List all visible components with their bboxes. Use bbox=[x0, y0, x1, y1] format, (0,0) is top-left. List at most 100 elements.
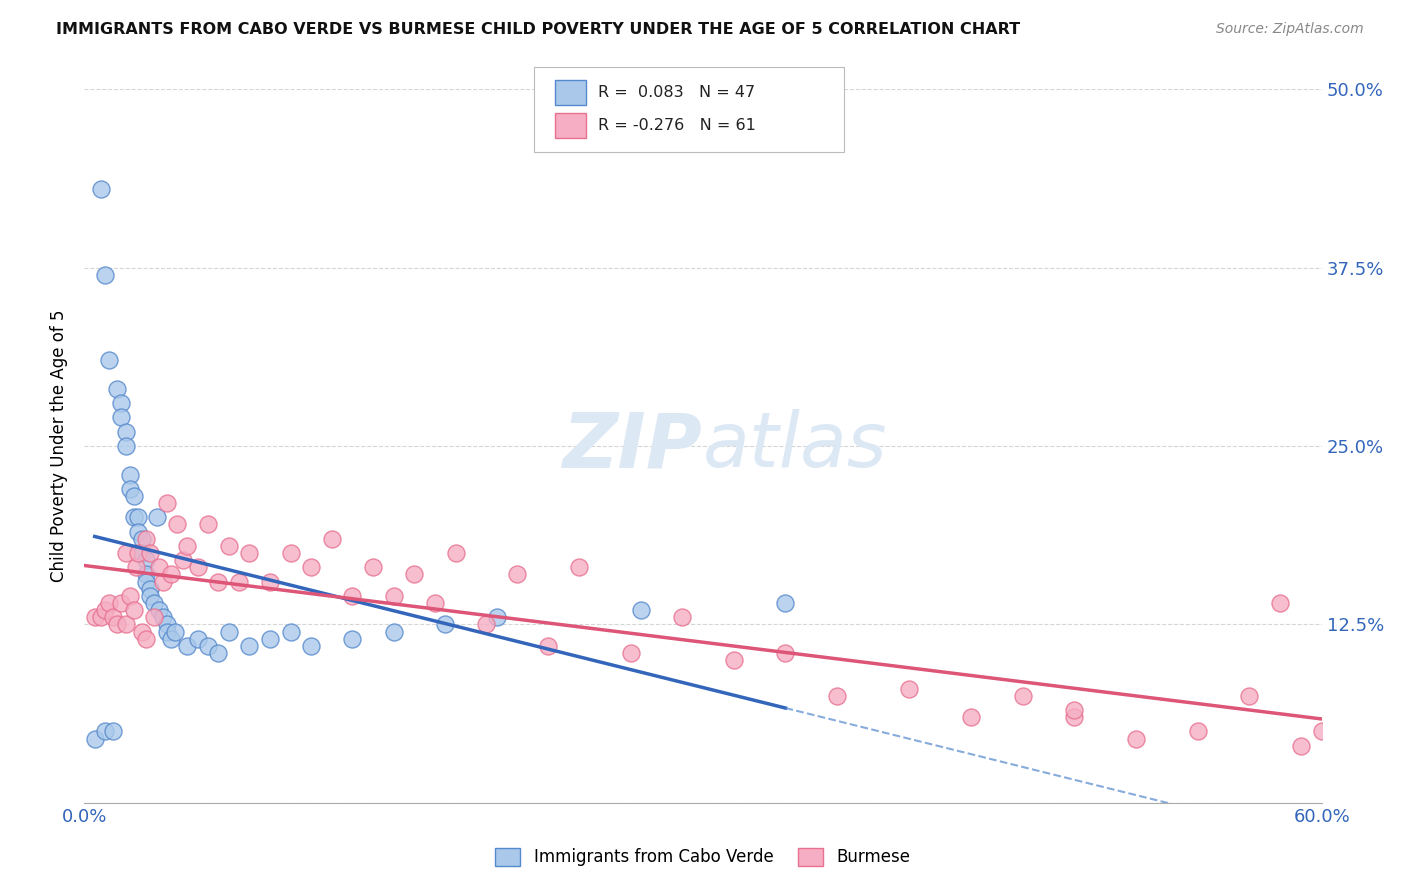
Point bbox=[156, 496, 179, 510]
Point bbox=[83, 610, 105, 624]
Point bbox=[299, 639, 322, 653]
Point bbox=[135, 553, 157, 567]
Point bbox=[228, 574, 250, 589]
Point bbox=[135, 632, 157, 646]
Point bbox=[145, 510, 167, 524]
Point bbox=[1289, 739, 1312, 753]
Point bbox=[238, 639, 260, 653]
Point bbox=[197, 517, 219, 532]
Point bbox=[127, 510, 149, 524]
Point bbox=[1125, 731, 1147, 746]
Point bbox=[148, 560, 170, 574]
Point bbox=[259, 574, 281, 589]
Point bbox=[143, 610, 166, 624]
Point bbox=[114, 546, 136, 560]
Point bbox=[83, 731, 105, 746]
Point bbox=[98, 353, 121, 368]
Point bbox=[160, 632, 183, 646]
Point bbox=[152, 610, 174, 624]
Point bbox=[1063, 703, 1085, 717]
Point bbox=[94, 603, 117, 617]
Point bbox=[259, 632, 281, 646]
Point bbox=[139, 589, 162, 603]
Point bbox=[568, 560, 591, 574]
Point bbox=[342, 589, 364, 603]
Point bbox=[898, 681, 921, 696]
Point bbox=[280, 624, 302, 639]
Point bbox=[1310, 724, 1333, 739]
Point bbox=[218, 624, 240, 639]
Point bbox=[110, 596, 132, 610]
Point bbox=[630, 603, 652, 617]
Point bbox=[176, 639, 198, 653]
Point bbox=[775, 646, 797, 660]
Point bbox=[110, 396, 132, 410]
Text: IMMIGRANTS FROM CABO VERDE VS BURMESE CHILD POVERTY UNDER THE AGE OF 5 CORRELATI: IMMIGRANTS FROM CABO VERDE VS BURMESE CH… bbox=[56, 22, 1021, 37]
Point bbox=[118, 467, 141, 482]
Point bbox=[103, 610, 125, 624]
Legend: Immigrants from Cabo Verde, Burmese: Immigrants from Cabo Verde, Burmese bbox=[489, 841, 917, 873]
Point bbox=[90, 610, 112, 624]
Point bbox=[122, 489, 145, 503]
Point bbox=[506, 567, 529, 582]
Point bbox=[197, 639, 219, 653]
Point bbox=[131, 546, 153, 560]
Text: Source: ZipAtlas.com: Source: ZipAtlas.com bbox=[1216, 22, 1364, 37]
Point bbox=[723, 653, 745, 667]
Point bbox=[166, 517, 188, 532]
Point bbox=[1063, 710, 1085, 724]
Point bbox=[1270, 596, 1292, 610]
Point bbox=[135, 567, 157, 582]
Point bbox=[671, 610, 693, 624]
Point bbox=[423, 596, 446, 610]
Point bbox=[122, 603, 145, 617]
Point bbox=[187, 632, 209, 646]
Point bbox=[218, 539, 240, 553]
Point bbox=[139, 546, 162, 560]
Point bbox=[103, 724, 125, 739]
Text: ZIP: ZIP bbox=[564, 409, 703, 483]
Point bbox=[434, 617, 457, 632]
Point bbox=[382, 589, 405, 603]
Point bbox=[444, 546, 467, 560]
Point bbox=[960, 710, 983, 724]
Point bbox=[131, 532, 153, 546]
Point bbox=[122, 510, 145, 524]
Point bbox=[160, 567, 183, 582]
Point bbox=[537, 639, 560, 653]
Point bbox=[139, 582, 162, 596]
Point bbox=[475, 617, 498, 632]
Point bbox=[131, 624, 153, 639]
Point bbox=[156, 617, 179, 632]
Point bbox=[321, 532, 343, 546]
Point bbox=[94, 724, 117, 739]
Point bbox=[207, 646, 229, 660]
Text: atlas: atlas bbox=[703, 409, 887, 483]
Point bbox=[110, 410, 132, 425]
Point bbox=[299, 560, 322, 574]
Point bbox=[165, 624, 187, 639]
Point bbox=[114, 425, 136, 439]
Point bbox=[176, 539, 198, 553]
Point bbox=[105, 617, 128, 632]
Point bbox=[127, 546, 149, 560]
Point bbox=[1239, 689, 1261, 703]
Text: R = -0.276   N = 61: R = -0.276 N = 61 bbox=[598, 119, 755, 133]
Point bbox=[114, 439, 136, 453]
Point bbox=[94, 268, 117, 282]
Point bbox=[125, 560, 148, 574]
Point bbox=[114, 617, 136, 632]
Point bbox=[485, 610, 508, 624]
Point bbox=[105, 382, 128, 396]
Point bbox=[620, 646, 643, 660]
Point bbox=[143, 596, 166, 610]
Text: R =  0.083   N = 47: R = 0.083 N = 47 bbox=[598, 86, 755, 100]
Point bbox=[118, 482, 141, 496]
Point bbox=[1187, 724, 1209, 739]
Point bbox=[382, 624, 405, 639]
Point bbox=[775, 596, 797, 610]
Point bbox=[187, 560, 209, 574]
Point bbox=[207, 574, 229, 589]
Point bbox=[148, 603, 170, 617]
Y-axis label: Child Poverty Under the Age of 5: Child Poverty Under the Age of 5 bbox=[51, 310, 69, 582]
